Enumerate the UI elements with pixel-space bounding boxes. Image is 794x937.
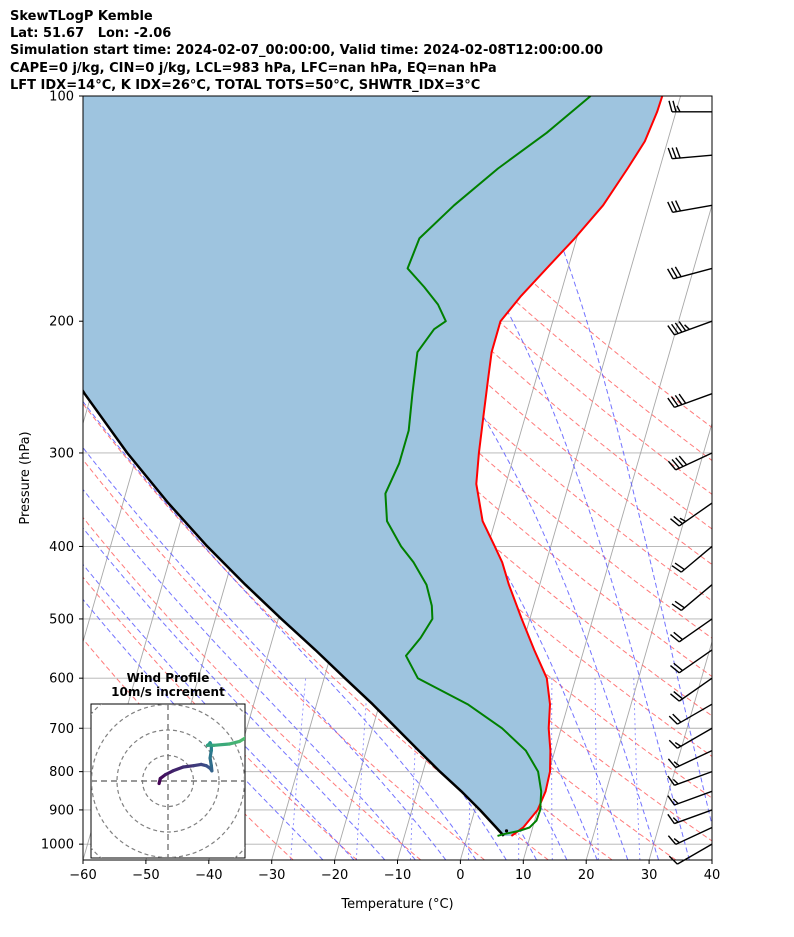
mixing-ratio-line — [355, 678, 369, 860]
x-tick-label: 40 — [704, 868, 721, 883]
dry-adiabat — [275, 96, 712, 495]
wind-barb — [667, 750, 713, 769]
y-axis-label: Pressure (hPa) — [18, 431, 33, 524]
wind-barb — [667, 147, 713, 160]
x-tick-label: −40 — [195, 868, 222, 883]
wind-barb — [670, 502, 713, 527]
x-tick-label: −10 — [384, 868, 411, 883]
x-tick-label: −60 — [69, 868, 96, 883]
wind-barb — [668, 703, 713, 725]
hodograph-segment — [279, 750, 280, 758]
wind-barb — [671, 545, 713, 573]
wind-barb — [668, 727, 713, 749]
isotherm — [648, 640, 712, 860]
parcel-profile — [83, 388, 505, 837]
y-tick-label: 100 — [49, 90, 74, 105]
y-tick-label: 400 — [49, 540, 74, 555]
wind-barb — [671, 584, 713, 611]
hodograph-segment — [262, 720, 270, 728]
isotherm — [522, 203, 712, 860]
axes: −60 −50 −40 −30 −20 −10 0 10 20 30 40 100 200 300 400 5… — [18, 90, 720, 913]
wind-barb — [670, 618, 713, 643]
wind-barb — [667, 320, 713, 336]
x-tick-label: 10 — [515, 868, 532, 883]
cape-cin-shading — [83, 96, 663, 836]
wind-barbs — [667, 100, 713, 865]
chart-header: SkewTLogP Kemble Lat: 51.67 Lon: -2.06 S… — [10, 8, 603, 94]
x-tick-label: −30 — [258, 868, 285, 883]
hodograph-segment — [276, 710, 280, 746]
moist-adiabat — [132, 96, 629, 860]
hodograph-segment — [237, 736, 245, 744]
time-line: Simulation start time: 2024-02-07_00:00:… — [10, 43, 603, 59]
mixing-ratio-line — [551, 678, 553, 860]
wind-barb — [667, 200, 713, 213]
moist-adiabat — [83, 598, 324, 860]
hodograph-subtitle: 10m/s increment — [111, 685, 225, 699]
hodograph-segment — [280, 745, 281, 748]
wind-barb — [667, 809, 713, 825]
profile-layer — [83, 96, 664, 837]
moist-adiabat — [357, 96, 690, 860]
hodograph-segment — [270, 710, 276, 720]
y-tick-label: 800 — [49, 765, 74, 780]
hodograph-title: Wind Profile — [127, 671, 210, 685]
hodograph-segment — [212, 742, 231, 747]
wind-barb — [668, 843, 713, 865]
y-tick-label: 500 — [49, 612, 74, 627]
isotherm — [585, 421, 712, 860]
title: SkewTLogP Kemble — [10, 9, 153, 24]
moist-adiabat — [83, 446, 447, 860]
wind-barb — [667, 790, 713, 806]
wind-barb — [670, 677, 713, 702]
wind-barb — [667, 393, 713, 409]
dry-adiabat — [210, 96, 712, 566]
x-axis-label: Temperature (°C) — [340, 897, 453, 912]
hodograph-segment — [227, 739, 241, 746]
y-tick-label: 700 — [49, 722, 74, 737]
dry-adiabat — [242, 96, 712, 530]
y-tick-label: 900 — [49, 803, 74, 818]
index-line: LFT IDX=14°C, K IDX=26°C, TOTAL TOTS=50°… — [10, 77, 481, 93]
y-tick-label: 1000 — [41, 838, 74, 853]
y-tick-label: 200 — [49, 315, 74, 330]
mixing-ratio-line — [594, 678, 599, 860]
hodograph-segment — [181, 764, 196, 769]
wind-barb — [667, 266, 713, 280]
dry-adiabat — [83, 459, 485, 860]
moist-adiabat — [83, 400, 477, 860]
wind-barb — [667, 770, 713, 786]
x-tick-label: −50 — [132, 868, 159, 883]
cape-line: CAPE=0 j/kg, CIN=0 j/kg, LCL=983 hPa, LF… — [10, 60, 497, 76]
dry-adiabat — [83, 516, 422, 860]
wind-barb — [667, 452, 713, 471]
moist-adiabat — [83, 527, 386, 860]
wind-barb — [670, 649, 713, 674]
hodograph-segment — [278, 758, 279, 771]
hodograph-segment — [171, 765, 185, 773]
x-tick-label: 20 — [578, 868, 595, 883]
mixing-ratio-line — [633, 678, 641, 860]
x-tick-label: 0 — [456, 868, 464, 883]
y-tick-label: 300 — [49, 446, 74, 461]
location-line: Lat: 51.67 Lon: -2.06 — [10, 26, 172, 42]
x-tick-label: 30 — [641, 868, 658, 883]
wind-barb — [667, 826, 713, 846]
mixing-ratio-line — [290, 678, 307, 860]
moist-adiabat — [83, 563, 355, 860]
dewpoint-profile — [384, 96, 592, 837]
temperature-profile — [475, 96, 664, 837]
y-tick-label: 600 — [49, 672, 74, 687]
lcl-marker — [504, 829, 509, 833]
wind-barb — [668, 100, 712, 113]
x-tick-label: −20 — [321, 868, 348, 883]
moist-adiabat — [83, 488, 416, 860]
isotherm — [711, 858, 712, 860]
